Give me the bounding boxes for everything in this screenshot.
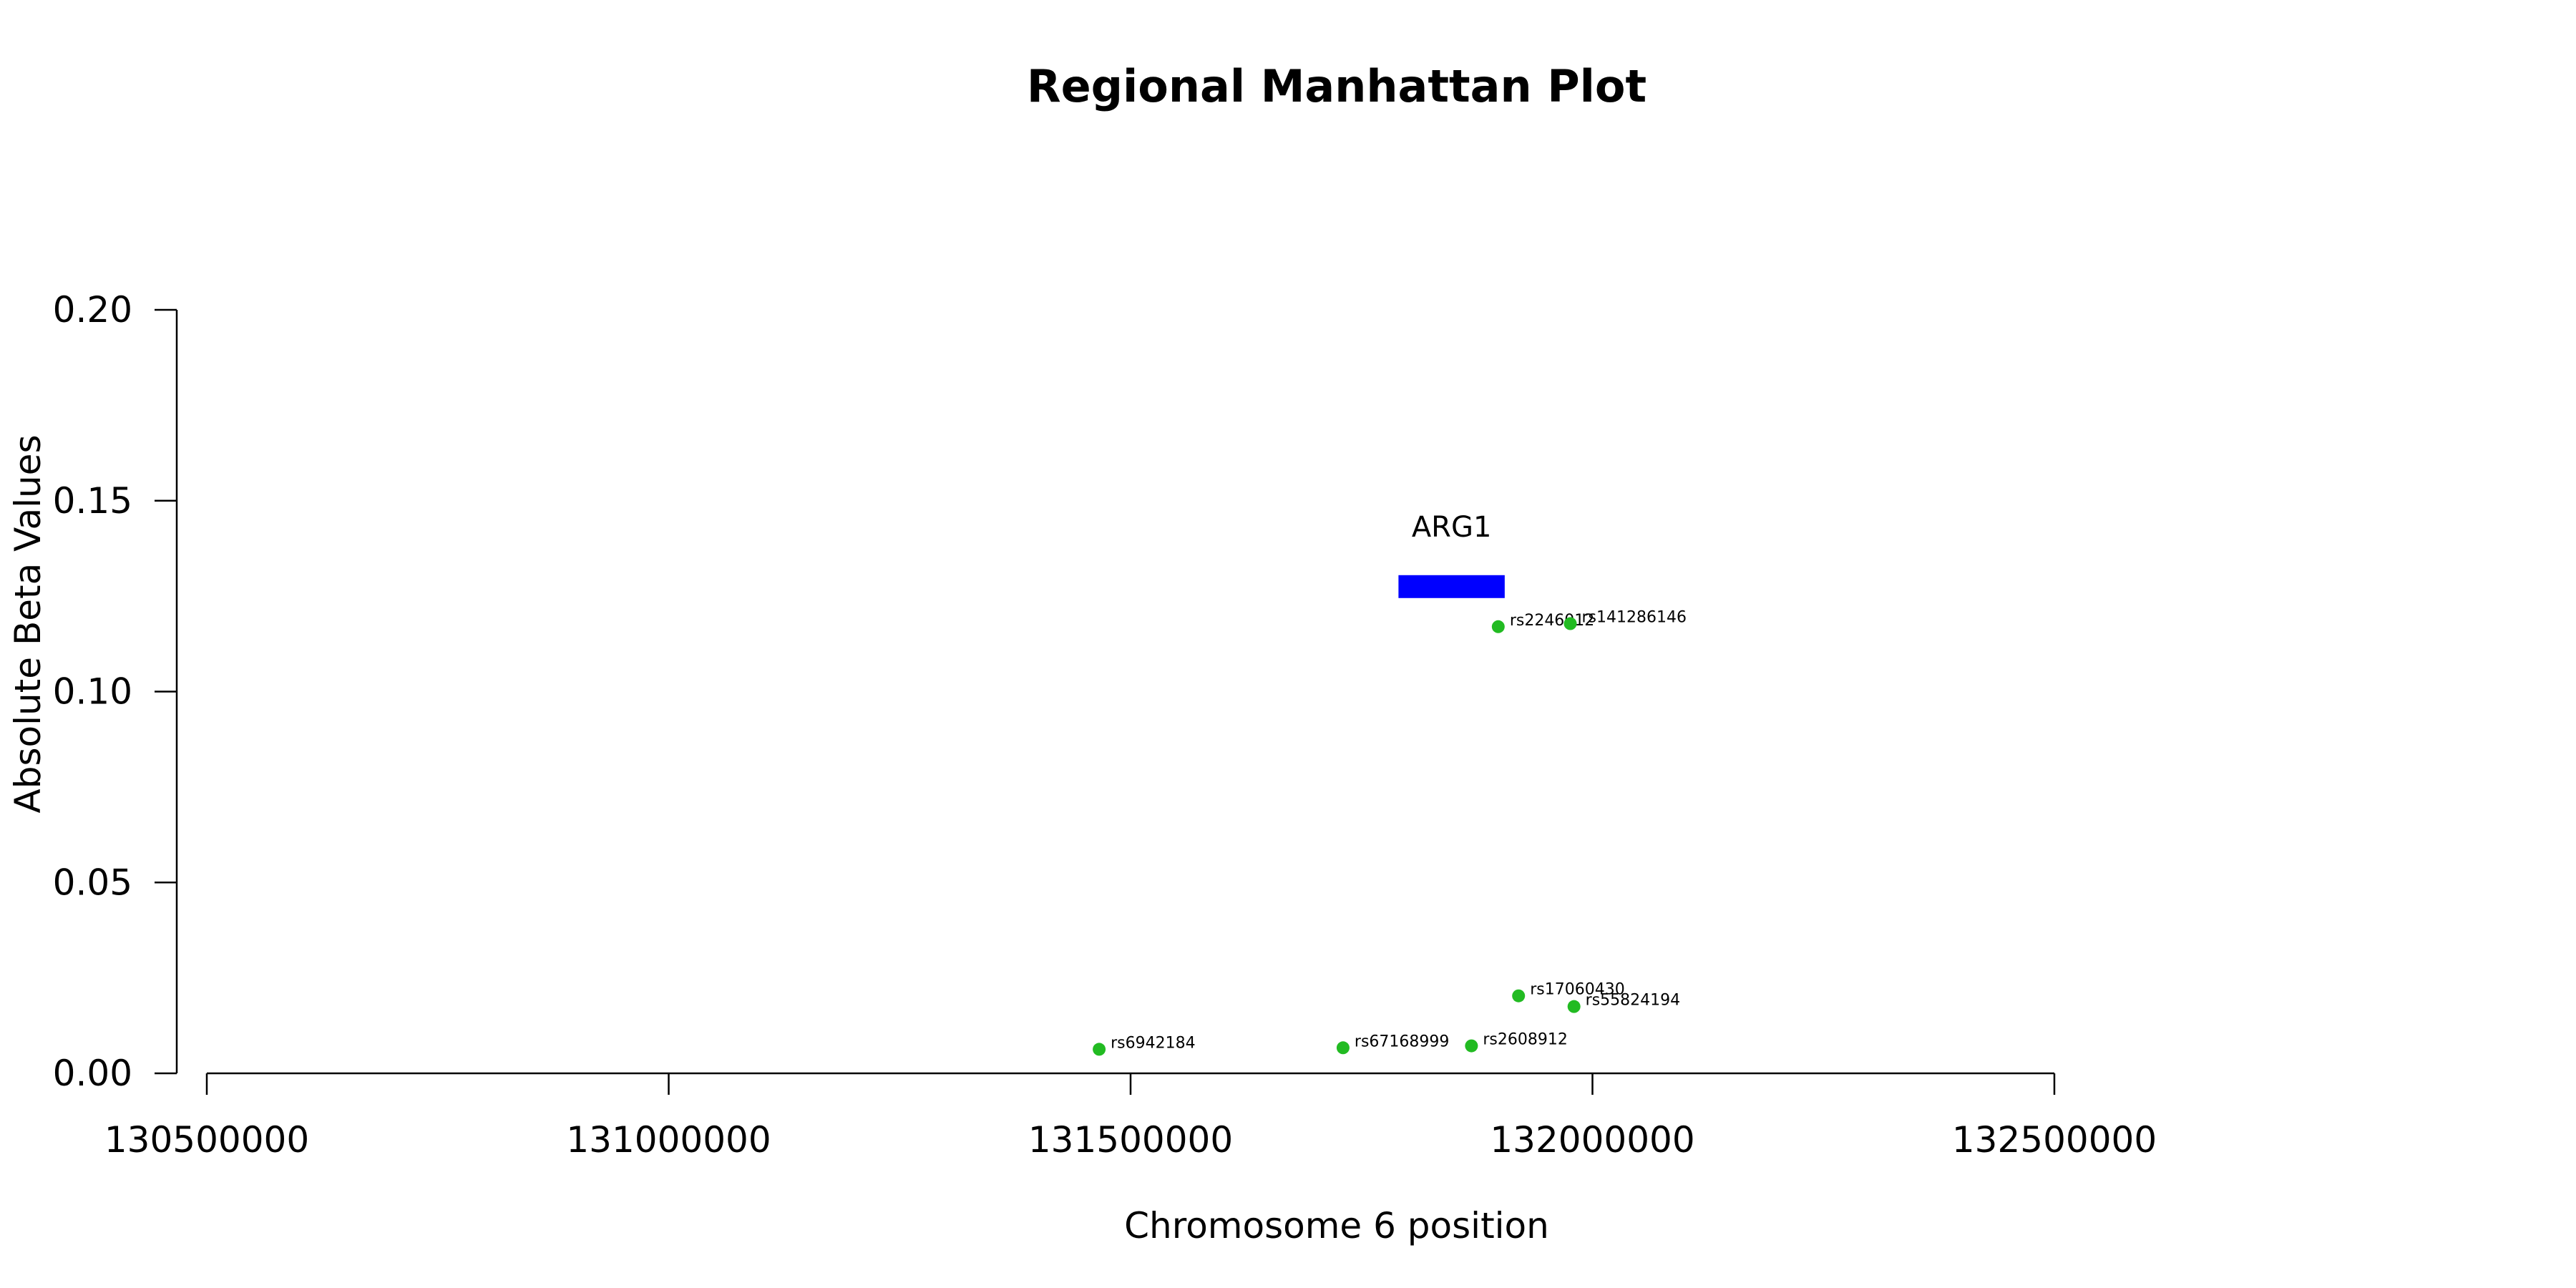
point-label-6: rs141286146 bbox=[1582, 609, 1687, 627]
y-tick-label-3: 0.15 bbox=[53, 480, 132, 522]
point-label-0: rs6942184 bbox=[1111, 1034, 1196, 1052]
y-tick-label-0: 0.00 bbox=[53, 1053, 132, 1094]
data-points: rs6942184 rs67168999 rs2608912rs17060430rs… bbox=[1093, 609, 1687, 1056]
x-tick-label-1: 131000000 bbox=[566, 1119, 771, 1161]
x-axis-label: Chromosome 6 position bbox=[1124, 1205, 1549, 1246]
x-tick-label-4: 132500000 bbox=[1952, 1119, 2157, 1161]
chart-title: Regional Manhattan Plot bbox=[1027, 60, 1646, 112]
data-point-0 bbox=[1093, 1043, 1106, 1056]
data-point-2 bbox=[1465, 1039, 1478, 1053]
x-tick-label-2: 131500000 bbox=[1028, 1119, 1233, 1161]
data-point-1 bbox=[1336, 1041, 1350, 1055]
data-point-5 bbox=[1491, 620, 1505, 633]
point-label-1: rs67168999 bbox=[1355, 1033, 1449, 1050]
data-point-6 bbox=[1563, 617, 1577, 630]
data-point-3 bbox=[1512, 989, 1526, 1002]
y-tick-label-1: 0.05 bbox=[53, 862, 132, 903]
y-tick-label-4: 0.20 bbox=[53, 289, 132, 331]
point-label-4: rs55824194 bbox=[1586, 992, 1680, 1010]
point-label-2: rs2608912 bbox=[1483, 1031, 1568, 1049]
gene-bar-0 bbox=[1398, 575, 1505, 598]
gene-label-0: ARG1 bbox=[1412, 511, 1492, 544]
y-tick-label-2: 0.10 bbox=[53, 671, 132, 713]
point-label-5: rs2246012 bbox=[1510, 612, 1595, 630]
y-axis-label: Absolute Beta Values bbox=[7, 435, 49, 814]
data-point-4 bbox=[1567, 1000, 1581, 1013]
x-tick-label-0: 130500000 bbox=[104, 1119, 309, 1161]
gene-track: ARG1 bbox=[1398, 511, 1505, 598]
x-tick-label-3: 132000000 bbox=[1490, 1119, 1694, 1161]
x-axis: 130500000 131000000 131500000 132000000 1325… bbox=[104, 1072, 2157, 1161]
point-label-3: rs17060430 bbox=[1530, 981, 1624, 999]
y-axis: 0.00 0.05 0.10 0.15 0.20 bbox=[53, 289, 178, 1094]
